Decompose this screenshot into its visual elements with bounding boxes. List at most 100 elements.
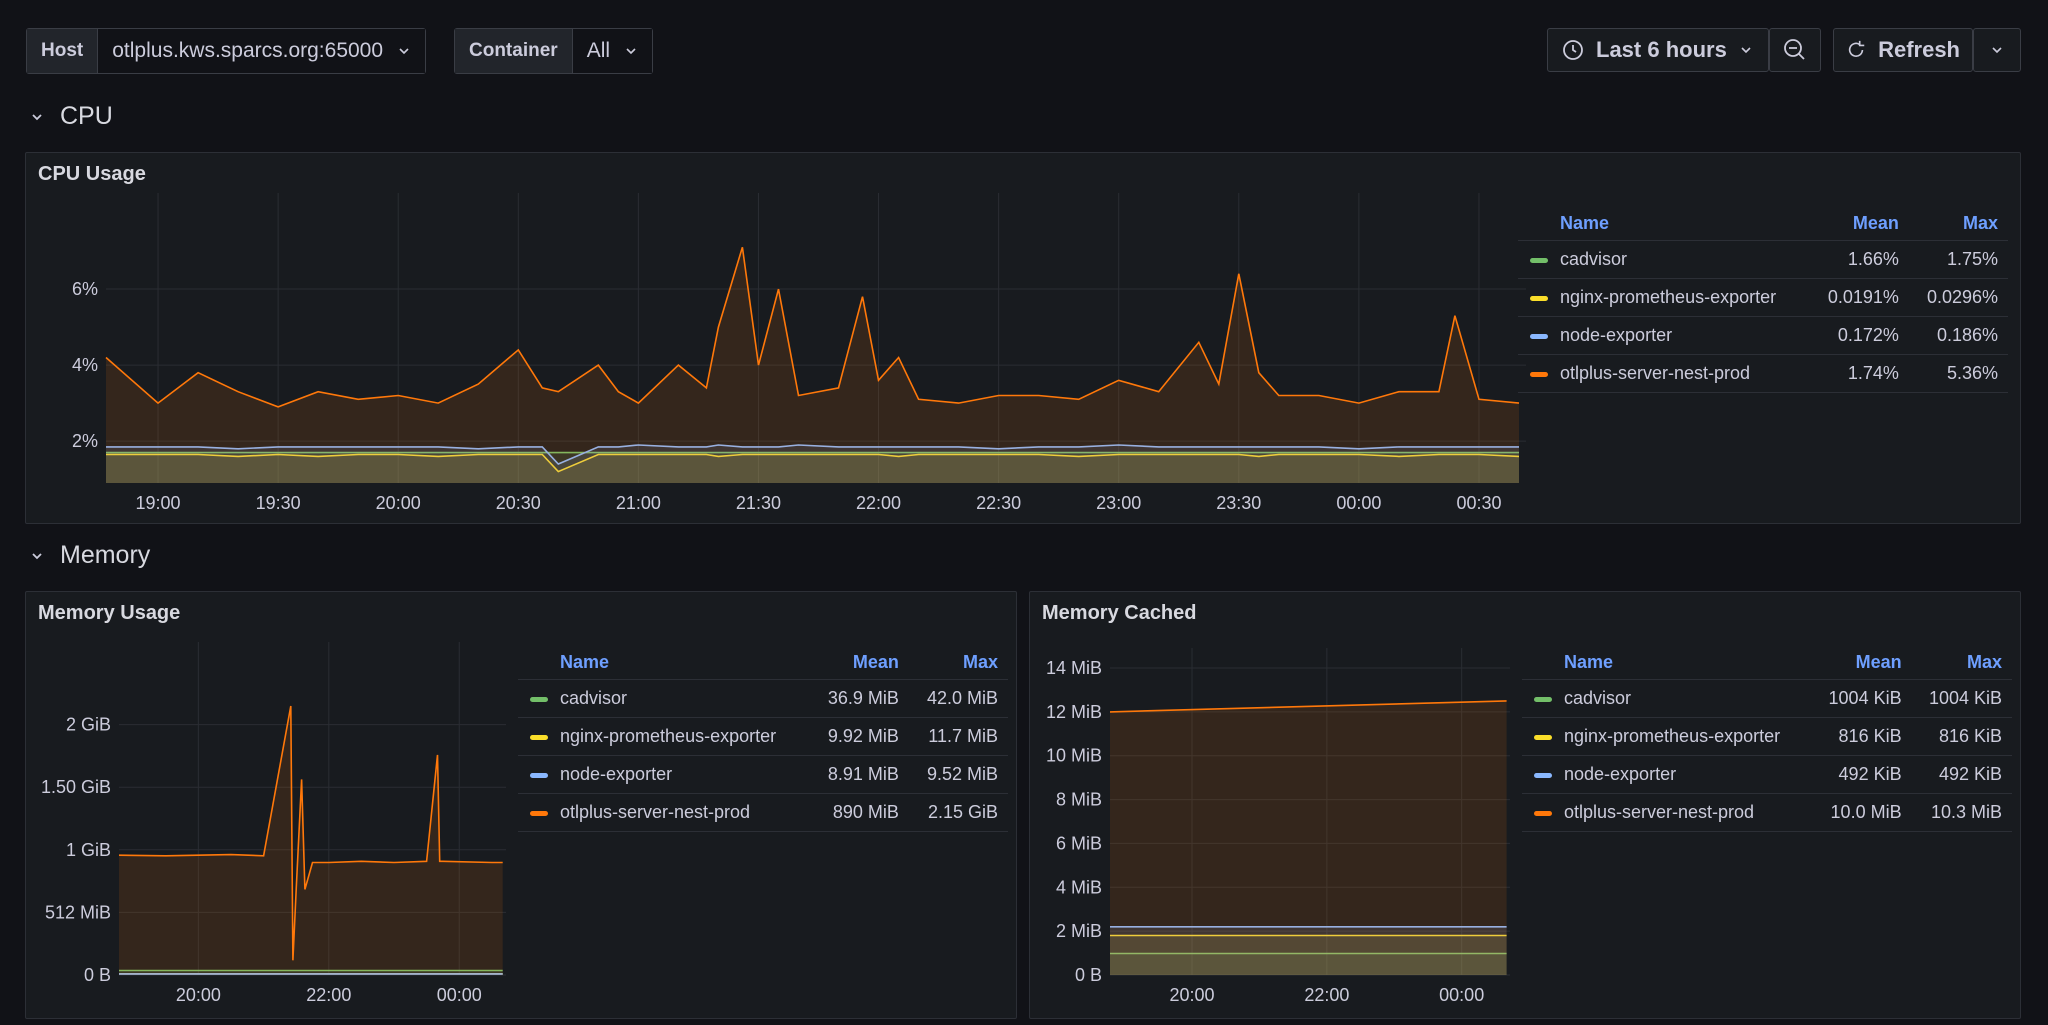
host-variable[interactable]: Host otlplus.kws.sparcs.org:65000 bbox=[26, 28, 427, 74]
series-color-swatch bbox=[1534, 734, 1552, 740]
legend-series-name[interactable]: node-exporter bbox=[518, 755, 810, 794]
legend-series-name[interactable]: nginx-prometheus-exporter bbox=[518, 717, 810, 756]
series-area-nginx-prometheus-exporter bbox=[1110, 935, 1507, 975]
legend-series-name[interactable]: cadvisor bbox=[1522, 679, 1812, 718]
legend-max-value: 5.36% bbox=[1908, 354, 2008, 393]
legend-max-value: 9.52 MiB bbox=[908, 755, 1008, 794]
y-tick-label: 10 MiB bbox=[1046, 746, 1102, 766]
legend-series-name[interactable]: nginx-prometheus-exporter bbox=[1522, 717, 1812, 756]
legend-row[interactable]: cadvisor 1004 KiB 1004 KiB bbox=[1522, 679, 2012, 718]
chevron-down-icon bbox=[399, 48, 409, 55]
y-tick-label: 12 MiB bbox=[1046, 702, 1102, 722]
legend-series-name[interactable]: otlplus-server-nest-prod bbox=[518, 793, 810, 832]
legend-max-value: 10.3 MiB bbox=[1911, 793, 2012, 832]
x-tick-label: 23:30 bbox=[1216, 493, 1261, 513]
legend-header-mean[interactable]: Mean bbox=[809, 652, 909, 680]
x-tick-label: 22:00 bbox=[856, 493, 901, 513]
legend-header-max[interactable]: Max bbox=[1911, 652, 2012, 680]
legend-row[interactable]: cadvisor 36.9 MiB 42.0 MiB bbox=[518, 679, 1008, 718]
chevron-down-icon bbox=[1992, 47, 2002, 54]
legend-row[interactable]: node-exporter 8.91 MiB 9.52 MiB bbox=[518, 755, 1008, 794]
legend-row[interactable]: otlplus-server-nest-prod 890 MiB 2.15 GiB bbox=[518, 793, 1008, 832]
legend-header-name[interactable]: Name bbox=[518, 652, 810, 680]
panel-title[interactable]: Memory Cached bbox=[1042, 602, 1197, 624]
legend-row[interactable]: cadvisor 1.66% 1.75% bbox=[1518, 240, 2008, 279]
refresh-interval-dropdown[interactable] bbox=[1973, 28, 2021, 72]
series-line-otlplus-server-nest-prod[interactable] bbox=[118, 705, 503, 961]
legend-header-name[interactable]: Name bbox=[1518, 213, 1810, 241]
legend-row[interactable]: otlplus-server-nest-prod 1.74% 5.36% bbox=[1518, 354, 2008, 393]
series-area-otlplus-server-nest-prod bbox=[1110, 700, 1507, 975]
time-range-picker[interactable]: Last 6 hours bbox=[1547, 28, 1769, 72]
legend-row[interactable]: node-exporter 492 KiB 492 KiB bbox=[1522, 755, 2012, 794]
series-line-otlplus-server-nest-prod[interactable] bbox=[1109, 700, 1507, 713]
x-tick-label: 22:00 bbox=[1304, 985, 1349, 1005]
legend-series-name[interactable]: otlplus-server-nest-prod bbox=[1522, 793, 1812, 832]
x-tick-label: 20:00 bbox=[376, 493, 421, 513]
y-tick-label: 14 MiB bbox=[1046, 658, 1102, 678]
y-tick-label: 0 B bbox=[1075, 965, 1102, 985]
series-color-swatch bbox=[530, 810, 548, 816]
y-tick-label: 1.50 GiB bbox=[41, 777, 111, 797]
legend-series-name[interactable]: node-exporter bbox=[1518, 316, 1810, 355]
x-tick-label: 20:00 bbox=[1169, 985, 1214, 1005]
legend-series-name[interactable]: otlplus-server-nest-prod bbox=[1518, 354, 1810, 393]
host-select[interactable]: otlplus.kws.sparcs.org:65000 bbox=[98, 29, 426, 73]
legend-series-name[interactable]: node-exporter bbox=[1522, 755, 1812, 794]
memory-row-header[interactable]: Memory bbox=[30, 541, 150, 570]
x-tick-label: 00:00 bbox=[437, 985, 482, 1005]
refresh-label: Refresh bbox=[1878, 37, 1960, 62]
legend-row[interactable]: otlplus-server-nest-prod 10.0 MiB 10.3 MiB bbox=[1522, 793, 2012, 832]
legend-mean-value: 10.0 MiB bbox=[1811, 793, 1912, 832]
legend-header-mean[interactable]: Mean bbox=[1811, 652, 1912, 680]
series-area-node-exporter bbox=[106, 445, 1519, 483]
memory-usage-chart[interactable]: 0 B 512 MiB 1 GiB 1.50 GiB 2 GiB 20:00 22:00 00… bbox=[26, 592, 526, 1018]
zoom-out-icon bbox=[1784, 39, 1805, 60]
series-line-node-exporter[interactable] bbox=[106, 444, 1519, 465]
zoom-out-button[interactable] bbox=[1769, 28, 1821, 72]
series-line-nginx-prometheus-exporter[interactable] bbox=[106, 453, 1520, 473]
y-tick-label: 2 MiB bbox=[1056, 921, 1102, 941]
legend-series-name[interactable]: nginx-prometheus-exporter bbox=[1518, 278, 1810, 317]
legend-mean-value: 1.66% bbox=[1809, 240, 1909, 279]
series-color-swatch bbox=[530, 772, 548, 778]
dashboard-toolbar: Host otlplus.kws.sparcs.org:65000 Contai… bbox=[0, 0, 2048, 100]
memory-cached-panel: Memory Cached 0 B 2 MiB 4 MiB 6 MiB 8 MiB 10 … bbox=[1029, 591, 2021, 1019]
legend-mean-value: 9.92 MiB bbox=[809, 717, 909, 756]
x-tick-label: 00:00 bbox=[1336, 493, 1381, 513]
memory-cached-chart[interactable]: 0 B 2 MiB 4 MiB 6 MiB 8 MiB 10 MiB 12 MiB 14 Mi… bbox=[1030, 592, 1524, 1018]
container-label: Container bbox=[455, 29, 573, 73]
panel-title[interactable]: Memory Usage bbox=[38, 602, 181, 624]
cpu-usage-chart[interactable]: 2% 4% 6% 19:00 19:30 20:00 20:30 21:00 21:30 22:0… bbox=[26, 153, 1526, 523]
container-variable[interactable]: Container All bbox=[454, 28, 654, 74]
cpu-row-header[interactable]: CPU bbox=[30, 102, 113, 131]
legend-mean-value: 36.9 MiB bbox=[809, 679, 909, 718]
series-line-otlplus-server-nest-prod[interactable] bbox=[105, 246, 1520, 408]
container-select[interactable]: All bbox=[572, 29, 653, 73]
series-color-swatch bbox=[1530, 295, 1548, 301]
legend-row[interactable]: nginx-prometheus-exporter 816 KiB 816 KiB bbox=[1522, 717, 2012, 756]
y-tick-label: 6% bbox=[72, 279, 98, 299]
legend-row[interactable]: node-exporter 0.172% 0.186% bbox=[1518, 316, 2008, 355]
legend-header-name[interactable]: Name bbox=[1522, 652, 1812, 680]
legend-mean-value: 816 KiB bbox=[1811, 717, 1912, 756]
y-tick-label: 0 B bbox=[84, 965, 111, 985]
legend-row[interactable]: nginx-prometheus-exporter 0.0191% 0.0296% bbox=[1518, 278, 2008, 317]
y-tick-label: 4% bbox=[72, 355, 98, 375]
legend-mean-value: 0.0191% bbox=[1809, 278, 1909, 317]
memory-usage-legend: Name Mean Max cadvisor 36.9 MiB 42.0 MiB nginx… bbox=[518, 652, 1008, 832]
x-tick-label: 21:00 bbox=[616, 493, 661, 513]
panel-title[interactable]: CPU Usage bbox=[38, 163, 146, 185]
y-tick-label: 512 MiB bbox=[45, 902, 111, 922]
legend-header-mean[interactable]: Mean bbox=[1809, 213, 1909, 241]
legend-header-max[interactable]: Max bbox=[1908, 213, 2008, 241]
legend-row[interactable]: nginx-prometheus-exporter 9.92 MiB 11.7 Mi… bbox=[518, 717, 1008, 756]
x-tick-label: 00:00 bbox=[1439, 985, 1484, 1005]
legend-header-max[interactable]: Max bbox=[908, 652, 1008, 680]
y-tick-label: 2% bbox=[72, 431, 98, 451]
x-tick-label: 19:30 bbox=[256, 493, 301, 513]
legend-mean-value: 1.74% bbox=[1809, 354, 1909, 393]
legend-series-name[interactable]: cadvisor bbox=[1518, 240, 1810, 279]
legend-series-name[interactable]: cadvisor bbox=[518, 679, 810, 718]
refresh-button[interactable]: Refresh bbox=[1833, 28, 1973, 72]
